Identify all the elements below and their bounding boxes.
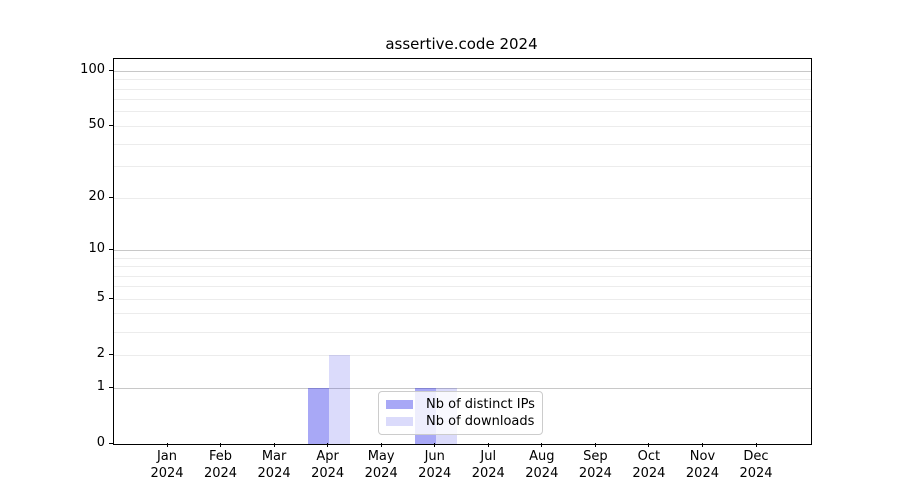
x-tick-label: Aug 2024 [525,449,559,481]
y-tick-label: 10 [88,241,105,257]
gridline-minor [114,88,811,90]
gridline-minor [114,111,811,113]
y-tick-mark [109,386,113,388]
x-tick-label: Mar 2024 [257,449,291,481]
x-tick-mark [380,443,382,447]
gridline-major [114,70,811,72]
x-tick-mark [487,443,489,447]
x-tick-mark [166,443,168,447]
y-tick-label: 0 [96,435,105,450]
legend-label-downloads: Nb of downloads [426,414,535,429]
bar-distinct-ips-apr [307,388,329,444]
y-tick-mark [109,69,113,71]
x-tick-label: May 2024 [364,449,398,481]
gridline-minor [114,331,811,333]
y-tick-mark [109,248,113,250]
x-tick-label: Dec 2024 [739,449,773,481]
gridline-major [114,387,811,389]
legend-label-distinct-ips: Nb of distinct IPs [426,397,535,412]
gridline-minor [114,298,811,300]
gridline-minor [114,286,811,288]
x-tick-mark [220,443,222,447]
gridline-minor [114,275,811,277]
x-tick-mark [327,443,329,447]
legend-swatch-downloads [386,417,413,426]
x-tick-mark [648,443,650,447]
x-tick-label: Nov 2024 [685,449,719,481]
legend-item-distinct-ips: Nb of distinct IPs [386,397,535,412]
y-tick-label: 1 [96,379,105,394]
x-tick-mark [273,443,275,447]
legend-swatch-distinct-ips [386,400,413,409]
x-tick-mark [755,443,757,447]
x-tick-label: Apr 2024 [311,449,345,481]
y-tick-label: 50 [88,117,105,133]
bar-downloads-apr [328,355,350,444]
legend-item-downloads: Nb of downloads [386,414,534,429]
x-tick-mark [594,443,596,447]
gridline-minor [114,257,811,259]
x-tick-mark [541,443,543,447]
x-tick-label: Jan 2024 [150,449,184,481]
x-tick-mark [434,443,436,447]
gridline-minor [114,125,811,127]
x-tick-mark [701,443,703,447]
gridline-minor [114,354,811,356]
y-tick-mark [109,297,113,299]
gridline-major [114,249,811,251]
x-tick-label: Oct 2024 [632,449,666,481]
gridline-minor [114,143,811,145]
gridline-minor [114,266,811,267]
y-tick-mark [109,196,113,198]
x-tick-label: Sep 2024 [578,449,612,481]
y-tick-label: 100 [80,62,105,78]
gridline-minor [114,313,811,315]
gridline-minor [114,79,811,81]
y-tick-mark [109,442,113,444]
gridline-minor [114,197,811,199]
legend: Nb of distinct IPs Nb of downloads [378,391,543,435]
gridline-minor [114,166,811,168]
x-tick-label: Jun 2024 [418,449,452,481]
y-tick-label: 2 [96,346,105,362]
gridline-minor [114,99,811,101]
y-tick-mark [109,353,113,355]
x-tick-label: Feb 2024 [203,449,238,481]
y-tick-label: 20 [88,189,105,205]
plot-area [113,58,812,445]
x-tick-label: Jul 2024 [471,449,505,481]
y-tick-mark [109,124,113,126]
chart-title: assertive.code 2024 [385,35,538,53]
y-tick-label: 5 [96,290,105,306]
